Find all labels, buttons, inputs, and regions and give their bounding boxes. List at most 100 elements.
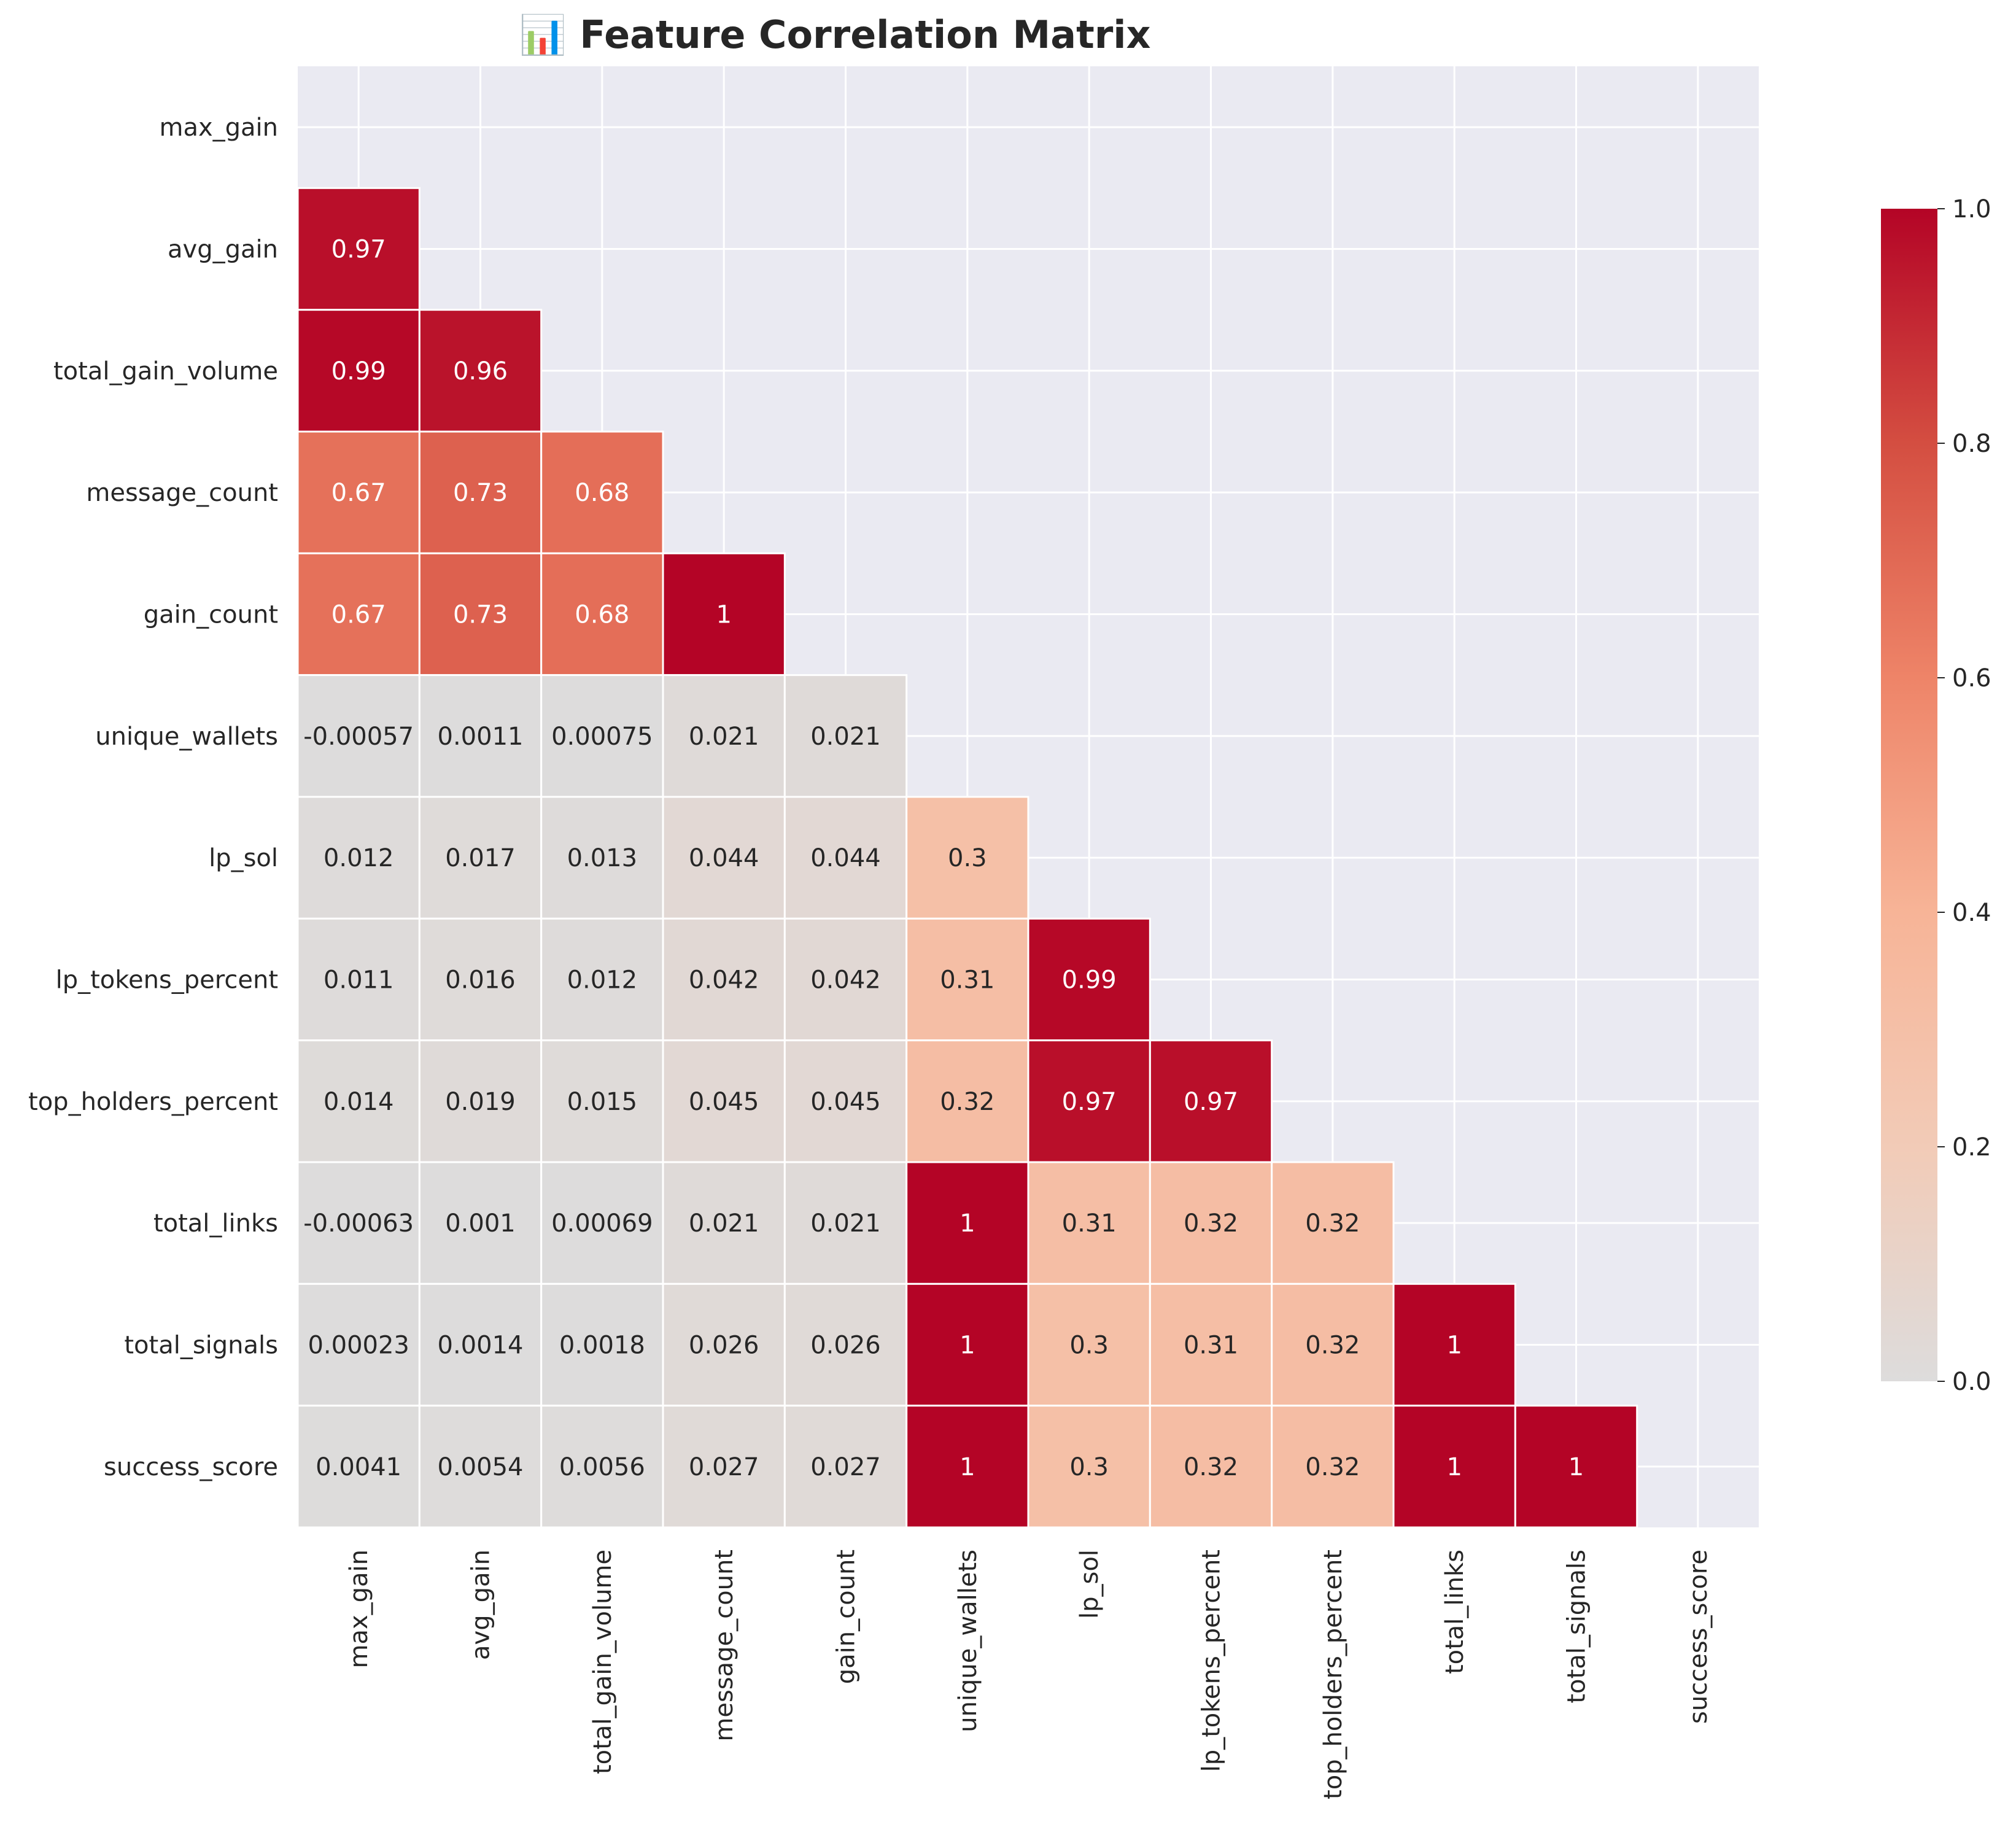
- cell-annotation: 0.3: [1069, 1453, 1109, 1481]
- heatmap-cell-total_signals-total_links: [1392, 1282, 1516, 1407]
- cell-annotation: 0.3: [948, 844, 987, 872]
- heatmap-cell-success_score-unique_wallets: [905, 1405, 1029, 1529]
- y-tick-label: total_links: [153, 1209, 278, 1238]
- heatmap-cell-total_signals-lp_tokens_percent: [1149, 1282, 1273, 1407]
- x-tick-label: message_count: [710, 1550, 739, 1742]
- cell-annotation: 0.32: [1305, 1332, 1360, 1360]
- cell-annotation: 0.026: [689, 1332, 759, 1360]
- cell-annotation: 0.015: [567, 1088, 638, 1116]
- heatmap-cell-success_score-lp_sol: [1027, 1405, 1151, 1529]
- cell-annotation: 0.021: [689, 1209, 759, 1238]
- cell-annotation: 0.96: [453, 357, 508, 386]
- cell-annotation: 0.014: [324, 1088, 394, 1116]
- cell-annotation: 0.32: [1305, 1209, 1360, 1238]
- heatmap-cell-top_holders_percent-max_gain: [297, 1039, 421, 1163]
- heatmap-cell-gain_count-message_count: [662, 552, 786, 677]
- cell-annotation: -0.00063: [303, 1209, 414, 1238]
- heatmap-cell-message_count-avg_gain: [418, 430, 543, 554]
- heatmap-cell-total_signals-gain_count: [783, 1282, 908, 1407]
- heatmap-cell-total_signals-avg_gain: [418, 1282, 543, 1407]
- cell-annotation: 0.021: [689, 723, 759, 751]
- heatmap-cell-lp_sol-gain_count: [783, 796, 908, 920]
- x-tick-label: avg_gain: [467, 1550, 495, 1660]
- cell-annotation: 0.97: [1062, 1088, 1117, 1116]
- y-tick-label: total_signals: [124, 1332, 278, 1360]
- cell-annotation: 0.044: [689, 844, 759, 872]
- heatmap-cell-unique_wallets-gain_count: [783, 674, 908, 798]
- cell-annotation: 0.73: [453, 479, 508, 507]
- x-tick-label: lp_tokens_percent: [1198, 1550, 1226, 1772]
- heatmap-cell-gain_count-total_gain_volume: [540, 552, 664, 677]
- heatmap-cell-lp_tokens_percent-total_gain_volume: [540, 917, 664, 1042]
- heatmap-cell-top_holders_percent-lp_sol: [1027, 1039, 1151, 1163]
- cell-annotation: 0.027: [810, 1453, 881, 1481]
- cell-annotation: 0.016: [445, 966, 516, 995]
- heatmap-cell-lp_sol-total_gain_volume: [540, 796, 664, 920]
- heatmap-cell-success_score-lp_tokens_percent: [1149, 1405, 1273, 1529]
- heatmap-cell-total_links-lp_sol: [1027, 1161, 1151, 1285]
- colorbar-tick-label: 0.6: [1952, 664, 1991, 692]
- y-tick-label: gain_count: [144, 601, 278, 629]
- cell-annotation: 0.001: [445, 1209, 516, 1238]
- cell-annotation: 0.67: [331, 601, 386, 629]
- heatmap-cell-unique_wallets-message_count: [662, 674, 786, 798]
- heatmap-cell-lp_tokens_percent-message_count: [662, 917, 786, 1042]
- heatmap-cell-unique_wallets-avg_gain: [418, 674, 543, 798]
- cell-annotation: 0.044: [810, 844, 881, 872]
- cell-annotation: 1: [716, 601, 731, 629]
- plot-area: 0.97 0.99 0.96 0.67 0.73 0.68 0.67 0.73 0.68 1 -0.…: [28, 66, 1759, 1799]
- cell-annotation: 0.027: [689, 1453, 759, 1481]
- x-tick-label: top_holders_percent: [1319, 1550, 1347, 1799]
- heatmap-cell-total_gain_volume-avg_gain: [418, 309, 543, 433]
- heatmap-cell-total_links-message_count: [662, 1161, 786, 1285]
- x-tick-label: total_gain_volume: [589, 1550, 617, 1774]
- cell-annotation: 1: [960, 1209, 975, 1238]
- y-tick-label: max_gain: [159, 114, 278, 142]
- heatmap-cell-total_signals-lp_sol: [1027, 1282, 1151, 1407]
- heatmap-cell-total_links-gain_count: [783, 1161, 908, 1285]
- cell-annotation: 0.012: [324, 844, 394, 872]
- y-tick-label: total_gain_volume: [53, 357, 278, 386]
- cell-annotation: 0.042: [810, 966, 881, 995]
- cell-annotation: 0.045: [689, 1088, 759, 1116]
- heatmap-cell-lp_sol-message_count: [662, 796, 786, 920]
- heatmap-cell-gain_count-avg_gain: [418, 552, 543, 677]
- heatmap-cell-total_signals-top_holders_percent: [1271, 1282, 1395, 1407]
- colorbar-gradient: [1881, 209, 1937, 1381]
- cell-annotation: 0.0054: [438, 1453, 524, 1481]
- cell-annotation: 0.32: [1184, 1453, 1238, 1481]
- cell-annotation: 0.67: [331, 479, 386, 507]
- cell-annotation: 0.97: [1184, 1088, 1238, 1116]
- cell-annotation: 1: [1446, 1332, 1462, 1360]
- x-tick-label: gain_count: [832, 1550, 861, 1684]
- x-tick-label: success_score: [1685, 1550, 1713, 1724]
- x-tick-label: max_gain: [345, 1550, 373, 1669]
- cell-annotation: 1: [960, 1332, 975, 1360]
- cell-annotation: -0.00057: [303, 723, 414, 751]
- cell-annotation: 0.73: [453, 601, 508, 629]
- y-tick-label: success_score: [104, 1453, 278, 1481]
- heatmap-cell-avg_gain-max_gain: [297, 187, 421, 311]
- heatmap-cell-unique_wallets-max_gain: [297, 674, 421, 798]
- x-tick-label: unique_wallets: [954, 1550, 982, 1732]
- cell-annotation: 0.026: [810, 1332, 881, 1360]
- cell-annotation: 1: [1568, 1453, 1584, 1481]
- cell-annotation: 0.97: [331, 236, 386, 264]
- cell-annotation: 0.00069: [551, 1209, 653, 1238]
- cell-annotation: 0.045: [810, 1088, 881, 1116]
- cell-annotation: 0.32: [940, 1088, 994, 1116]
- cell-annotation: 0.019: [445, 1088, 516, 1116]
- heatmap-cell-top_holders_percent-total_gain_volume: [540, 1039, 664, 1163]
- cell-annotation: 0.021: [810, 1209, 881, 1238]
- heatmap-cell-total_links-top_holders_percent: [1271, 1161, 1395, 1285]
- cell-annotation: 0.68: [575, 601, 629, 629]
- heatmap-cell-success_score-message_count: [662, 1405, 786, 1529]
- cell-annotation: 0.31: [1184, 1332, 1238, 1360]
- heatmap-cell-message_count-total_gain_volume: [540, 430, 664, 554]
- y-tick-label: unique_wallets: [95, 723, 278, 751]
- heatmap-cell-success_score-gain_count: [783, 1405, 908, 1529]
- y-tick-label: lp_tokens_percent: [56, 966, 278, 995]
- cell-annotation: 0.012: [567, 966, 638, 995]
- cell-annotation: 0.0018: [559, 1332, 645, 1360]
